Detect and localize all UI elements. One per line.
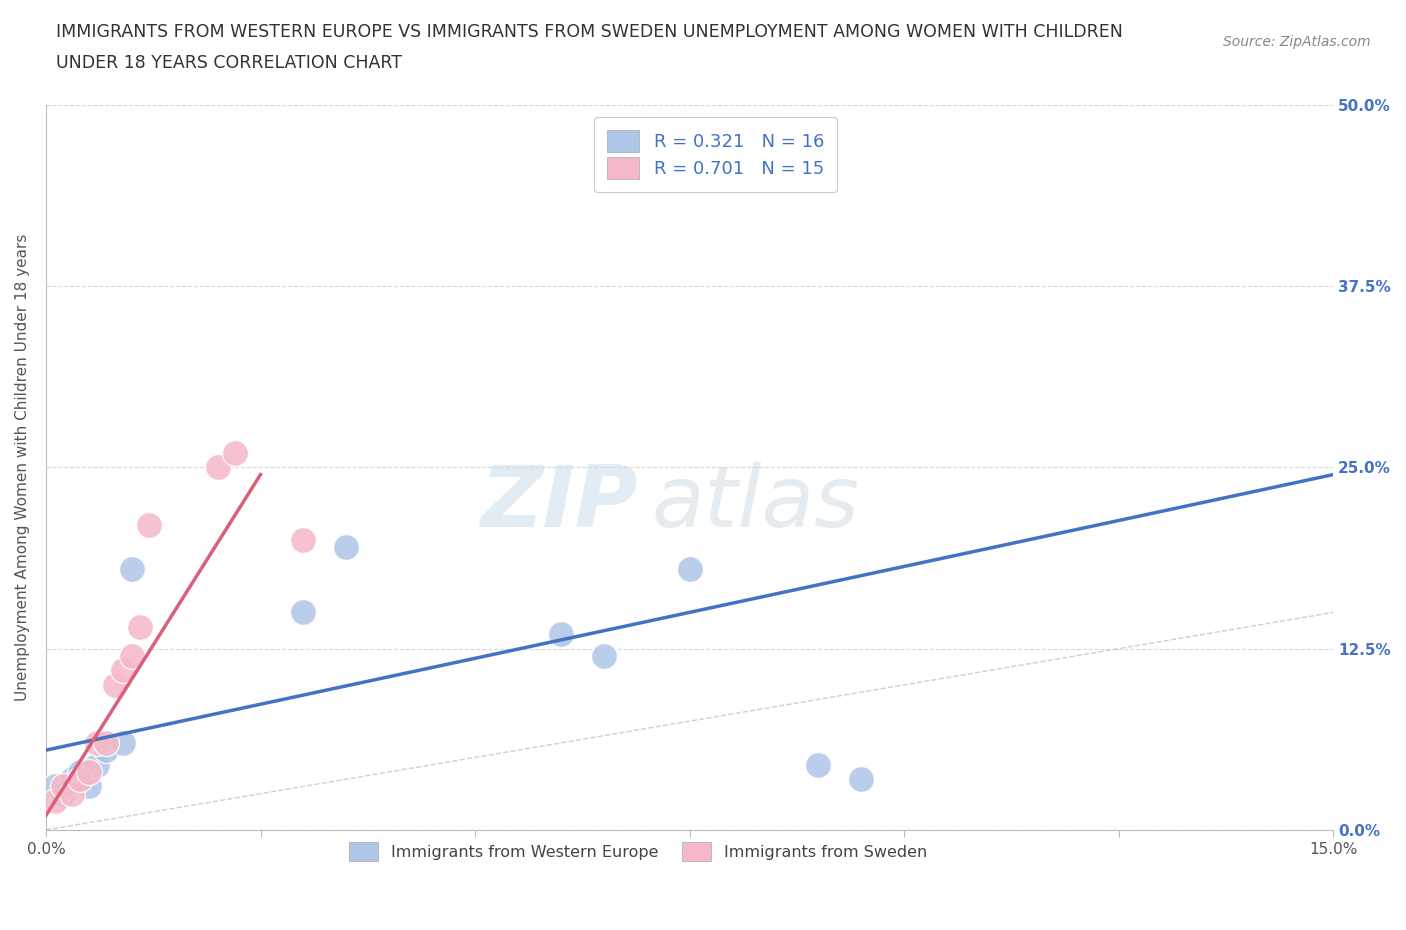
Point [550,627,572,642]
Point [112,736,135,751]
Point [104,677,127,692]
Text: IMMIGRANTS FROM WESTERN EUROPE VS IMMIGRANTS FROM SWEDEN UNEMPLOYMENT AMONG WOME: IMMIGRANTS FROM WESTERN EUROPE VS IMMIGR… [56,23,1123,41]
Point [678,562,700,577]
Text: ZIP: ZIP [481,462,638,545]
Legend: Immigrants from Western Europe, Immigrants from Sweden: Immigrants from Western Europe, Immigran… [342,833,935,870]
Point [592,648,614,663]
Text: UNDER 18 YEARS CORRELATION CHART: UNDER 18 YEARS CORRELATION CHART [56,54,402,72]
Y-axis label: Unemployment Among Women with Children Under 18 years: Unemployment Among Women with Children U… [15,233,30,701]
Point [69,772,91,787]
Point [112,663,135,678]
Point [44,793,66,808]
Text: Source: ZipAtlas.com: Source: ZipAtlas.com [1223,35,1371,49]
Point [44,779,66,794]
Point [86,736,108,751]
Text: atlas: atlas [651,462,859,545]
Point [121,648,143,663]
Point [851,772,873,787]
Point [60,786,83,801]
Point [52,786,75,801]
Point [94,743,117,758]
Point [69,764,91,779]
Point [77,779,100,794]
Point [52,779,75,794]
Point [224,445,246,460]
Point [207,459,229,474]
Point [129,619,152,634]
Point [77,764,100,779]
Point [94,736,117,751]
Point [335,539,357,554]
Point [292,532,315,547]
Point [86,757,108,772]
Point [121,562,143,577]
Point [138,518,160,533]
Point [60,772,83,787]
Point [292,604,315,619]
Point [807,757,830,772]
